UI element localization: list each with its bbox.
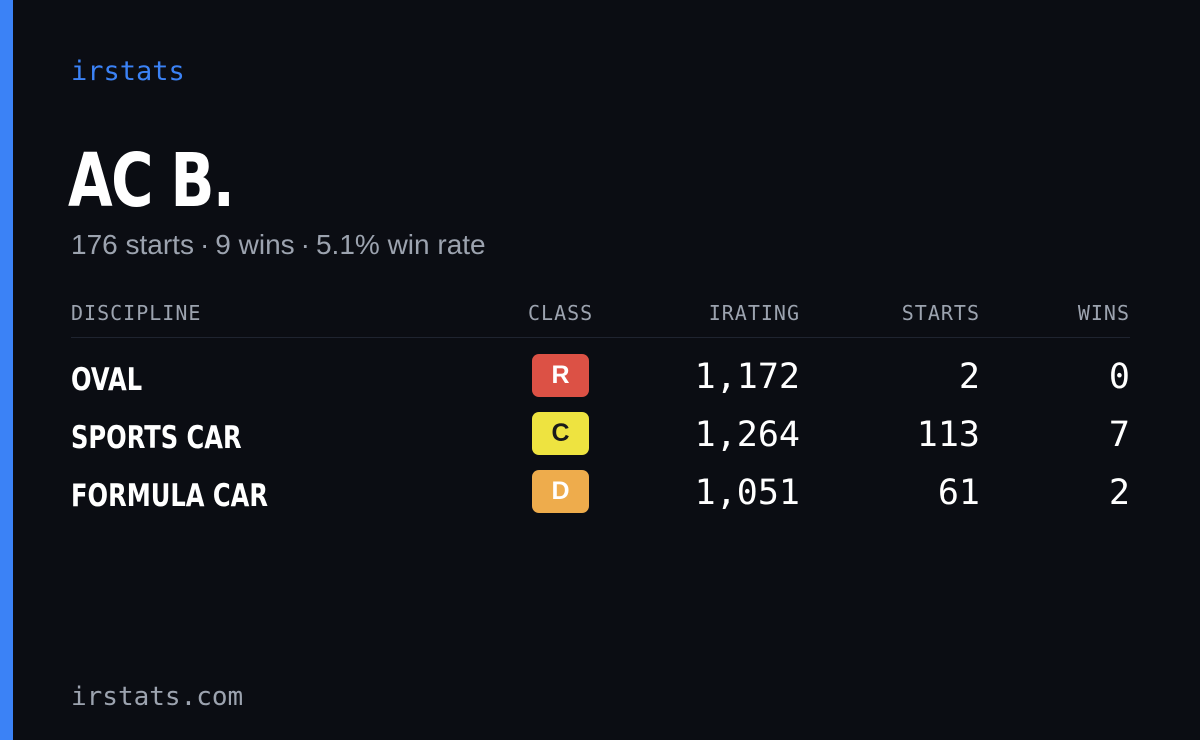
starts-count: 176 starts (71, 229, 194, 260)
irating-value: 1,264 (694, 415, 800, 455)
discipline-name: FORMULA CAR (71, 478, 269, 514)
table-row: SPORTS CAR C 1,264 113 7 (0, 412, 1200, 470)
wins-value: 2 (1108, 473, 1130, 513)
driver-name: AC B. (68, 138, 235, 224)
irating-value: 1,051 (694, 473, 800, 513)
wins-value: 7 (1108, 415, 1130, 455)
header-class: CLASS (528, 301, 594, 325)
win-rate: 5.1% win rate (315, 229, 486, 260)
irating-value: 1,172 (694, 357, 800, 397)
discipline-name: SPORTS CAR (71, 420, 242, 456)
table-row: OVAL R 1,172 2 0 (0, 354, 1200, 412)
header-divider (71, 337, 1130, 338)
starts-value: 2 (958, 357, 980, 397)
discipline-name: OVAL (71, 362, 143, 398)
wins-count: 9 wins (215, 229, 295, 260)
wins-value: 0 (1108, 357, 1130, 397)
footer-url: irstats.com (71, 682, 244, 712)
class-badge: D (532, 470, 589, 513)
header-discipline: DISCIPLINE (71, 301, 202, 325)
class-badge: R (532, 354, 589, 397)
starts-value: 113 (916, 415, 980, 455)
separator: · (300, 229, 310, 260)
header-wins: WINS (1077, 301, 1130, 325)
header-starts: STARTS (901, 301, 980, 325)
separator: · (199, 229, 210, 260)
accent-bar (0, 0, 13, 740)
header-irating: IRATING (708, 301, 800, 325)
class-badge: C (532, 412, 589, 455)
starts-value: 61 (937, 473, 980, 513)
driver-summary: 176 starts · 9 wins · 5.1% win rate (71, 228, 486, 262)
brand-logo-text: irstats (71, 56, 185, 87)
table-row: FORMULA CAR D 1,051 61 2 (0, 470, 1200, 528)
